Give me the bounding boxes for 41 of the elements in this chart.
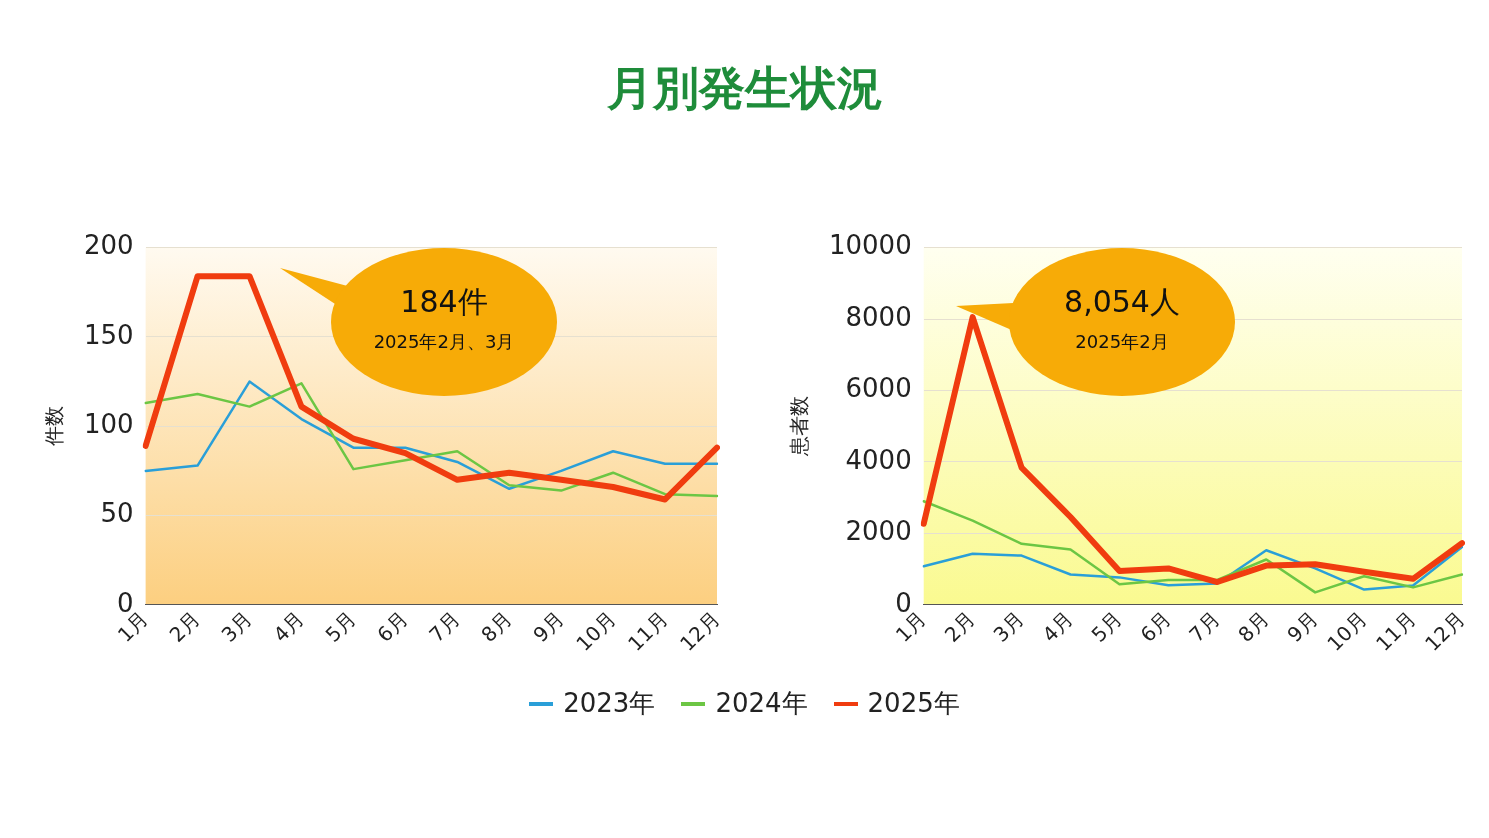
x-tick-label: 6月 <box>372 606 413 647</box>
x-tick-label: 9月 <box>528 606 569 647</box>
x-tick-label: 8月 <box>1233 606 1274 647</box>
legend-label: 2023年 <box>563 687 656 720</box>
y-tick-label: 50 <box>100 498 134 529</box>
y-tick-label: 2000 <box>845 516 912 547</box>
x-tick-label: 2月 <box>939 606 980 647</box>
x-tick-label: 5月 <box>1086 606 1127 647</box>
x-tick-label: 12月 <box>1420 606 1470 656</box>
x-tick-label: 8月 <box>476 606 517 647</box>
x-tick-label: 4月 <box>268 606 309 647</box>
chart-title: 月別発生状況 <box>605 60 884 117</box>
x-tick-label: 2月 <box>164 606 205 647</box>
y-tick-label: 8000 <box>845 301 912 332</box>
y-tick-label: 100 <box>83 409 134 439</box>
annotation: 8,054人 <box>1063 283 1181 321</box>
y-tick-label: 6000 <box>845 373 912 404</box>
x-tick-label: 11月 <box>1371 606 1421 656</box>
x-tick-label: 10月 <box>1322 606 1372 656</box>
y-axis-title: 患者数 <box>787 396 812 458</box>
x-tick-label: 3月 <box>216 606 257 647</box>
x-tick-label: 11月 <box>623 606 673 656</box>
x-tick-label: 7月 <box>424 606 465 647</box>
x-tick-label: 10月 <box>571 606 621 656</box>
y-axis-title: 件数 <box>42 406 67 447</box>
x-tick-label: 3月 <box>988 606 1029 647</box>
annotation: 184件 <box>399 283 489 321</box>
legend-label: 2025年 <box>867 687 960 720</box>
y-tick-label: 150 <box>83 319 134 350</box>
x-tick-label: 6月 <box>1135 606 1176 647</box>
x-tick-label: 12月 <box>675 606 725 656</box>
x-tick-label: 9月 <box>1282 606 1323 647</box>
annotation: 2025年2月 <box>1074 330 1170 354</box>
y-tick-label: 4000 <box>845 444 912 475</box>
annotation: 2025年2月、3月 <box>372 330 516 354</box>
x-tick-label: 5月 <box>320 606 361 647</box>
x-tick-label: 7月 <box>1184 606 1225 647</box>
y-tick-label: 200 <box>83 230 134 261</box>
x-tick-label: 4月 <box>1037 606 1078 647</box>
legend-label: 2024年 <box>715 687 808 720</box>
y-tick-label: 10000 <box>828 230 912 261</box>
